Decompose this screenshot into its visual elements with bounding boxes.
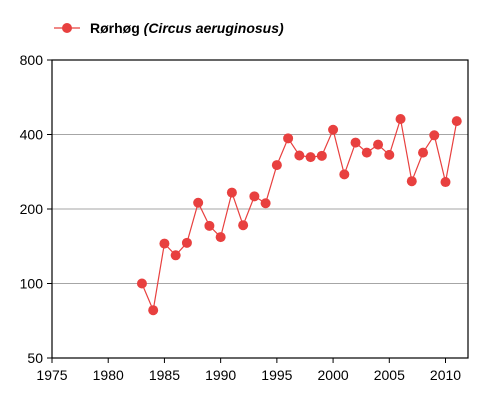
legend-common-name: Rørhøg	[90, 20, 140, 36]
data-point	[148, 305, 159, 316]
x-axis: 1975 1980 1985 1990 1995 2000 2005 2010	[36, 358, 461, 383]
x-tick-label: 2000	[318, 367, 349, 383]
data-point	[316, 150, 327, 161]
data-point	[395, 114, 406, 125]
y-tick-label: 50	[27, 350, 43, 366]
data-point	[249, 191, 260, 202]
data-point	[339, 169, 350, 180]
data-point	[361, 147, 372, 158]
data-point	[328, 124, 339, 135]
legend-species-name: (Circus aeruginosus)	[144, 20, 284, 36]
series-line	[141, 118, 458, 313]
data-point	[170, 250, 181, 261]
x-tick-label: 1990	[205, 367, 236, 383]
data-point	[260, 198, 271, 209]
data-point	[350, 137, 361, 148]
gridlines	[52, 134, 468, 284]
data-point	[384, 149, 395, 160]
data-point	[226, 187, 237, 198]
data-point	[294, 150, 305, 161]
y-axis: 50 100 200 400 800	[20, 52, 52, 366]
data-point	[451, 116, 462, 127]
data-point	[193, 197, 204, 208]
data-point	[271, 160, 282, 171]
x-tick-label: 1980	[93, 367, 124, 383]
x-tick-label: 1975	[36, 367, 67, 383]
data-point	[418, 147, 429, 158]
data-series	[136, 114, 462, 316]
x-tick-label: 1985	[149, 367, 180, 383]
x-tick-label: 1995	[261, 367, 292, 383]
y-tick-label: 200	[20, 201, 44, 217]
data-point	[406, 176, 417, 187]
data-point	[373, 139, 384, 150]
legend-label: Rørhøg (Circus aeruginosus)	[90, 20, 284, 36]
data-point	[136, 278, 147, 289]
legend-marker-swatch	[62, 23, 72, 33]
data-point	[159, 238, 170, 249]
data-point	[305, 152, 316, 163]
legend: Rørhøg (Circus aeruginosus)	[54, 20, 284, 36]
data-point	[204, 220, 215, 231]
y-tick-label: 800	[20, 52, 44, 68]
data-point	[440, 177, 451, 188]
data-point	[215, 232, 226, 243]
x-tick-label: 2010	[430, 367, 461, 383]
data-point	[429, 130, 440, 141]
data-point	[181, 237, 192, 248]
y-tick-label: 400	[20, 127, 44, 143]
data-point	[283, 133, 294, 144]
data-point	[238, 220, 249, 231]
x-tick-label: 2005	[374, 367, 405, 383]
y-tick-label: 100	[20, 276, 44, 292]
